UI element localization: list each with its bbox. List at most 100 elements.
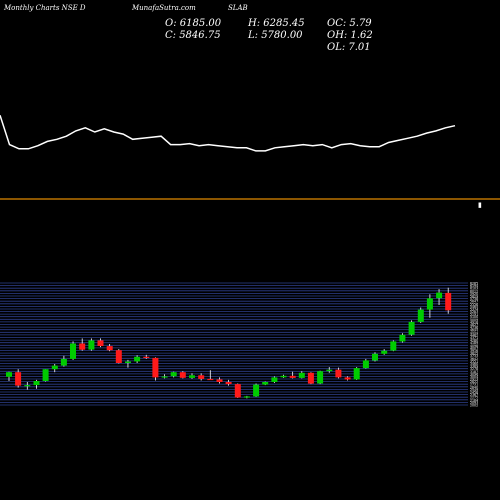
indicator-line <box>0 114 456 152</box>
indicator-panel <box>0 114 456 152</box>
candle-up <box>60 358 67 366</box>
candle-up <box>381 350 388 354</box>
candle-down <box>335 369 342 378</box>
candle-up <box>253 384 260 397</box>
y-tick-label: 5191 <box>470 313 478 317</box>
candle-down <box>79 343 86 350</box>
y-tick-label: 2275 <box>470 396 478 400</box>
candle-up <box>353 368 360 380</box>
y-tick-label: 3642 <box>470 357 478 361</box>
candle-down <box>152 357 159 378</box>
y-tick-label: 5556 <box>470 302 478 306</box>
y-tick-label: 4007 <box>470 346 478 350</box>
candle-up <box>390 341 397 351</box>
candle-up <box>189 375 195 378</box>
y-tick-label: 2913 <box>470 378 478 382</box>
candle-down <box>289 375 296 378</box>
chart-period-label: Monthly Charts NSE D <box>3 4 86 12</box>
y-tick-label: 6012 <box>470 289 478 293</box>
ohlc-ol: OL: 7.01 <box>327 42 371 53</box>
candle-up <box>161 376 168 378</box>
candle-down <box>225 382 232 385</box>
y-tick-label: 4827 <box>470 323 478 327</box>
candle-up <box>88 340 95 350</box>
price-grid <box>0 282 468 406</box>
y-tick-label: 2093 <box>470 401 478 405</box>
y-tick-label: 3096 <box>470 372 478 376</box>
ohlc-high: H: 6285.45 <box>247 18 305 29</box>
source-label: MunafaSutra.com <box>131 4 196 12</box>
candle-up <box>271 377 278 382</box>
y-tick-label: 6285 <box>470 282 478 286</box>
candle-up <box>243 396 250 398</box>
candle-up <box>280 375 287 378</box>
y-tick-label: 3916 <box>470 349 478 353</box>
y-tick-label: 5100 <box>470 315 478 319</box>
y-tick-label: 4462 <box>470 333 478 337</box>
candle-up <box>372 353 378 361</box>
y-axis-ticks: 6285619461036012592058295738564755565465… <box>470 282 478 408</box>
y-tick-label: 3733 <box>470 354 478 358</box>
candle-up <box>24 385 31 387</box>
y-tick-label: 2640 <box>470 385 478 389</box>
y-tick-label: 5374 <box>470 308 478 312</box>
y-tick-label: 3825 <box>470 352 478 356</box>
candle-down <box>207 378 214 381</box>
y-tick-label: 3551 <box>470 359 478 363</box>
candle-down <box>198 375 205 379</box>
y-tick-label: 3278 <box>470 367 478 371</box>
candle-up <box>262 382 269 385</box>
candle-down <box>234 384 241 398</box>
candle-up <box>70 343 76 359</box>
candle-up <box>362 360 369 369</box>
ohlc-oc: OC: 5.79 <box>327 18 372 29</box>
candle-up <box>298 372 305 378</box>
candle-down <box>97 340 104 346</box>
y-tick-label: 4645 <box>470 328 478 332</box>
y-tick-label: 3460 <box>470 362 478 366</box>
candle-down <box>106 346 113 351</box>
y-tick-label: 2822 <box>470 380 478 384</box>
candle-down <box>143 356 150 358</box>
y-tick-label: 5009 <box>470 318 478 322</box>
candlestick-series <box>6 287 452 399</box>
y-tick-label: 2458 <box>470 391 478 395</box>
candle-down <box>15 372 22 386</box>
candle-up <box>326 369 333 372</box>
y-tick-label: 2002 <box>470 404 478 408</box>
y-tick-label: 2549 <box>470 388 478 392</box>
candle-up <box>399 334 406 342</box>
candle-up <box>134 356 141 362</box>
y-tick-label: 5738 <box>470 297 478 301</box>
candle-down <box>179 372 186 378</box>
y-tick-label: 5465 <box>470 305 478 309</box>
candle-up <box>317 371 324 384</box>
y-tick-label: 6103 <box>470 287 478 291</box>
candle-up <box>408 321 415 335</box>
y-tick-label: 2184 <box>470 398 478 402</box>
candle-down <box>445 292 452 311</box>
y-tick-label: 5647 <box>470 300 478 304</box>
y-tick-label: 4371 <box>470 336 478 340</box>
y-tick-label: 5829 <box>470 295 478 299</box>
y-tick-label: 3187 <box>470 370 478 374</box>
y-tick-label: 5283 <box>470 310 478 314</box>
y-tick-label: 4280 <box>470 339 478 343</box>
candle-up <box>33 381 40 386</box>
symbol-label: SLAB <box>228 4 248 12</box>
y-tick-label: 4918 <box>470 320 478 324</box>
y-tick-label: 2367 <box>470 393 478 397</box>
candle-down <box>115 350 122 363</box>
ohlc-oh: OH: 1.62 <box>327 30 373 41</box>
candle-down <box>307 372 314 384</box>
y-tick-label: 6194 <box>470 284 478 288</box>
candle-down <box>216 379 223 382</box>
y-tick-label: 4189 <box>470 341 478 345</box>
candle-up <box>51 365 58 370</box>
y-tick-label: 2731 <box>470 383 478 387</box>
y-tick-label: 4554 <box>470 331 478 335</box>
candle-down <box>344 377 351 380</box>
candle-up <box>417 309 424 322</box>
